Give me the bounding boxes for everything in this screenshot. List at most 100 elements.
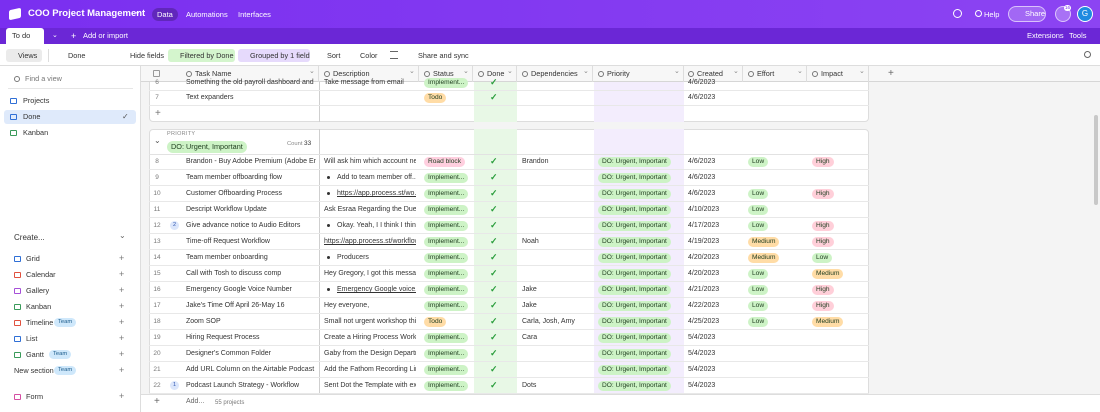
filter-button[interactable]: Filtered by Done xyxy=(168,49,235,62)
create-item[interactable]: Calendar + xyxy=(4,268,136,282)
create-label: List xyxy=(26,334,38,343)
share-button[interactable]: Share xyxy=(1008,6,1046,22)
field-icon xyxy=(688,71,694,77)
add-import[interactable]: Add or import xyxy=(83,31,129,40)
record-row[interactable]: 10 Customer Offboarding Process https://ap… xyxy=(149,186,869,202)
add-field[interactable]: + xyxy=(888,68,894,79)
record-row[interactable]: 14 Team member onboarding Producers Impleme… xyxy=(149,250,869,266)
record-row[interactable]: 9 Team member offboarding flow Add to team… xyxy=(149,170,869,186)
avatar[interactable]: G xyxy=(1077,6,1093,22)
impact-pill: High xyxy=(812,189,834,199)
record-row[interactable]: 20 Designer's Common Folder Gaby from the … xyxy=(149,346,869,362)
task-cell: Zoom SOP xyxy=(186,318,221,325)
create-item[interactable]: List + xyxy=(4,332,136,346)
view-item[interactable]: Projects xyxy=(4,94,136,108)
column-header[interactable]: Effort ⌄ xyxy=(744,66,807,82)
record-row[interactable]: 19 Hiring Request Process Create a Hiring … xyxy=(149,330,869,346)
extensions[interactable]: Extensions xyxy=(1027,31,1064,40)
color-button[interactable]: Color xyxy=(360,51,378,60)
record-row[interactable]: 16 Emergency Google Voice Number Emergency… xyxy=(149,282,869,298)
row-height-icon[interactable] xyxy=(390,51,398,59)
effort-pill: Low xyxy=(748,205,769,215)
create-item[interactable]: Timeline Team + xyxy=(4,316,136,330)
row-number: 19 xyxy=(153,334,161,341)
share-sync[interactable]: Share and sync xyxy=(418,51,469,60)
group-button[interactable]: Grouped by 1 field xyxy=(238,49,310,62)
group-chevron[interactable]: ⌄ xyxy=(154,136,161,145)
status-pill: Implement... xyxy=(424,333,469,343)
row-number: 16 xyxy=(153,286,161,293)
create-item[interactable]: New section Team + xyxy=(4,364,136,378)
done-check: ✓ xyxy=(490,204,498,214)
record-row[interactable]: 8 Brandon - Buy Adobe Premium (Adobe Enh.… xyxy=(149,154,869,170)
tools[interactable]: Tools xyxy=(1069,31,1087,40)
status-pill: Implement... xyxy=(424,205,469,215)
create-title[interactable]: Create... xyxy=(14,233,45,242)
record-row[interactable]: 22 1 Podcast Launch Strategy - Workflow Sen… xyxy=(149,378,869,394)
column-chevron: ⌄ xyxy=(797,68,803,75)
column-header[interactable]: Dependencies ⌄ xyxy=(518,66,593,82)
create-item[interactable]: Kanban + xyxy=(4,300,136,314)
nav-tab[interactable]: Automations xyxy=(186,10,228,19)
select-all[interactable] xyxy=(153,70,160,77)
pill-cell: DO: Urgent, Important xyxy=(598,221,682,231)
app-name[interactable]: COO Project Management xyxy=(28,8,146,19)
footer-plus[interactable]: + xyxy=(154,396,160,407)
task-cell: Emergency Google Voice Number xyxy=(186,286,292,293)
plus: + xyxy=(119,365,125,375)
column-header[interactable]: Created ⌄ xyxy=(684,66,743,82)
column-header[interactable]: Description ⌄ xyxy=(320,66,419,82)
table-tab[interactable]: To do xyxy=(6,28,44,44)
pill-cell: Implement... xyxy=(424,221,471,231)
record-row[interactable]: 21 Add URL Column on the Airtable Podcast… xyxy=(149,362,869,378)
record-row[interactable]: 17 Jake's Time Off April 26-May 16 Hey eve… xyxy=(149,298,869,314)
app-chevron: ⌄ xyxy=(134,7,141,16)
history-icon[interactable] xyxy=(953,9,962,18)
record-row[interactable]: 6 Something the old payroll dashboard and… xyxy=(149,75,869,91)
help-button[interactable]: Help xyxy=(984,10,1000,19)
status-pill: Todo xyxy=(424,317,447,327)
record-row[interactable]: 7 Text expanders Todo ✓ 4/6/2023 xyxy=(149,90,869,106)
create-item[interactable]: Form + xyxy=(4,390,136,404)
field-icon xyxy=(324,71,330,77)
create-item[interactable]: Gantt Team + xyxy=(4,348,136,362)
nav-tab[interactable]: Data xyxy=(152,8,178,21)
column-label: Status xyxy=(433,69,454,78)
record-row[interactable]: 11 Descript Workflow Update Ask Esraa Rega… xyxy=(149,202,869,218)
pill-cell: DO: Urgent, Important xyxy=(598,365,682,375)
column-header[interactable]: Status ⌄ xyxy=(420,66,473,82)
search-icon[interactable] xyxy=(1084,51,1091,58)
pill-cell: Medium xyxy=(812,317,867,327)
column-header[interactable]: Task Name ⌄ xyxy=(182,66,319,82)
footer-add[interactable]: Add... xyxy=(186,398,205,405)
priority-pill: DO: Urgent, Important xyxy=(598,237,671,247)
view-name[interactable]: Done xyxy=(68,51,86,60)
column-header[interactable]: Impact ⌄ xyxy=(808,66,869,82)
row-number: 15 xyxy=(153,270,161,277)
view-item[interactable]: Done ✓ xyxy=(4,110,136,124)
record-row[interactable]: 13 Time-off Request Workflow https://app.p… xyxy=(149,234,869,250)
effort-pill: Low xyxy=(748,285,769,295)
pill-cell: High xyxy=(812,221,867,231)
create-item[interactable]: Gallery + xyxy=(4,284,136,298)
status-pill: Implement... xyxy=(424,189,469,199)
find-view[interactable]: Find a view xyxy=(25,74,62,83)
column-header[interactable]: Done ⌄ xyxy=(474,66,517,82)
create-item[interactable]: Grid + xyxy=(4,252,136,266)
add-row[interactable]: + xyxy=(155,108,161,119)
pill-cell: High xyxy=(812,285,867,295)
column-header[interactable]: Priority ⌄ xyxy=(594,66,684,82)
hide-fields[interactable]: Hide fields xyxy=(130,51,165,60)
record-row[interactable]: 12 2 Give advance notice to Audio Editors O… xyxy=(149,218,869,234)
column-chevron: ⌄ xyxy=(733,68,739,75)
view-item[interactable]: Kanban xyxy=(4,126,136,140)
views-button[interactable]: Views xyxy=(6,49,42,62)
sort-button[interactable]: Sort xyxy=(327,51,341,60)
record-row[interactable]: 18 Zoom SOP Small not urgent workshop thin… xyxy=(149,314,869,330)
pill-cell: Todo xyxy=(424,93,471,103)
nav-tab[interactable]: Interfaces xyxy=(238,10,271,19)
divider xyxy=(48,49,49,62)
help-icon xyxy=(975,10,982,17)
create-label: Gantt xyxy=(26,350,44,359)
record-row[interactable]: 15 Call with Tosh to discuss comp Hey Greg… xyxy=(149,266,869,282)
